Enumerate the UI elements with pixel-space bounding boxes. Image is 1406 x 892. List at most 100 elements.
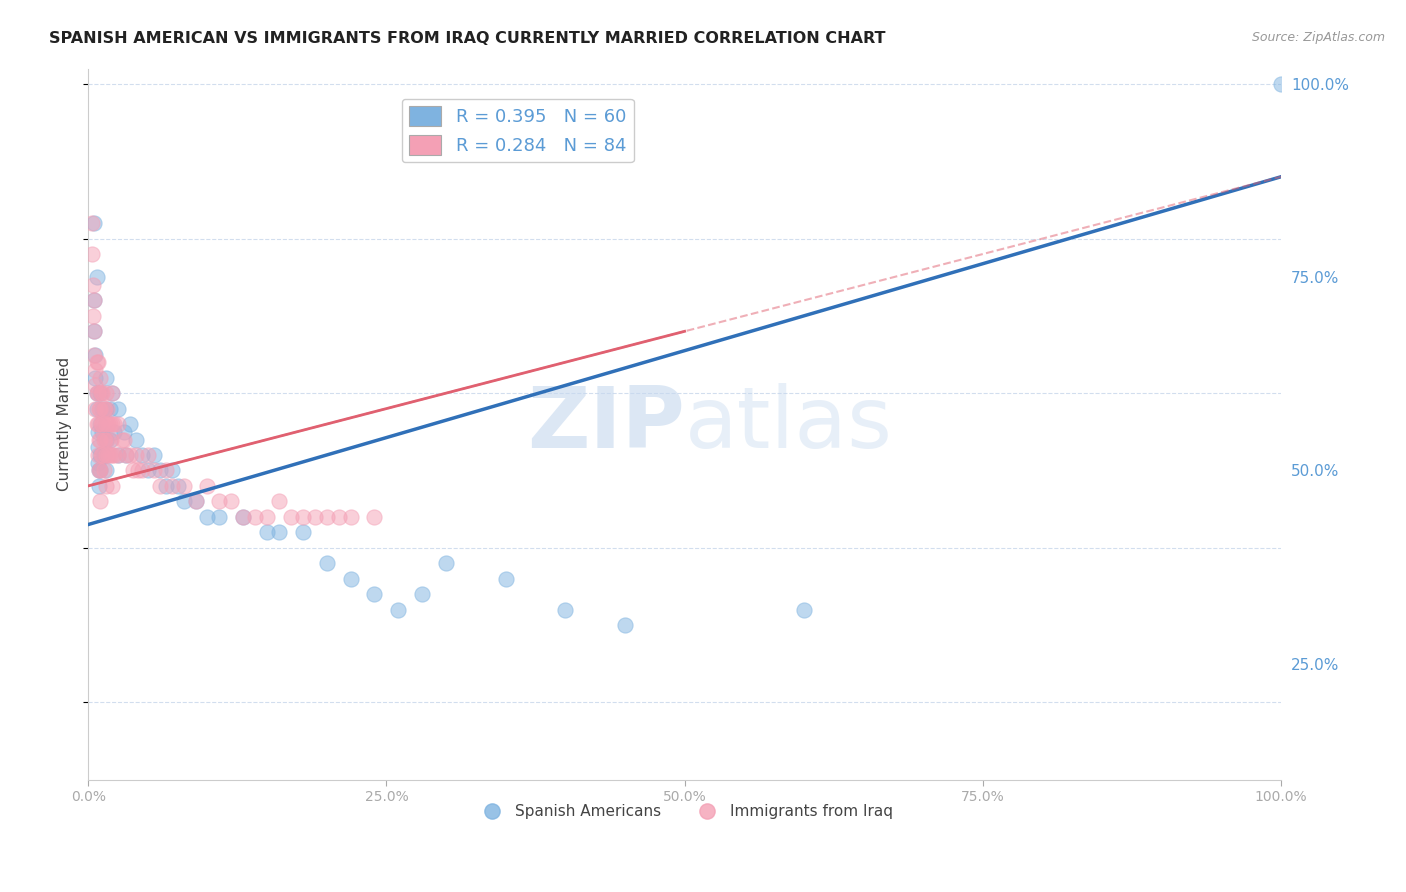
Point	[87, 479, 110, 493]
Point	[87, 433, 110, 447]
Point	[89, 448, 111, 462]
Legend: Spanish Americans, Immigrants from Iraq: Spanish Americans, Immigrants from Iraq	[471, 798, 898, 825]
Point	[86, 425, 108, 439]
Point	[94, 401, 117, 416]
Point	[87, 463, 110, 477]
Point	[89, 463, 111, 477]
Point	[256, 509, 278, 524]
Point	[90, 417, 112, 431]
Point	[82, 277, 104, 292]
Point	[101, 479, 124, 493]
Point	[94, 401, 117, 416]
Point	[89, 386, 111, 401]
Point	[166, 479, 188, 493]
Text: ZIP: ZIP	[527, 383, 685, 466]
Point	[131, 463, 153, 477]
Point	[91, 448, 114, 462]
Point	[90, 386, 112, 401]
Point	[160, 479, 183, 493]
Point	[112, 425, 135, 439]
Point	[84, 363, 107, 377]
Point	[363, 587, 385, 601]
Point	[142, 463, 165, 477]
Point	[107, 417, 129, 431]
Point	[89, 463, 111, 477]
Point	[232, 509, 254, 524]
Point	[267, 525, 290, 540]
Point	[103, 425, 125, 439]
Point	[86, 401, 108, 416]
Point	[315, 509, 337, 524]
Point	[86, 456, 108, 470]
Point	[86, 386, 108, 401]
Point	[94, 448, 117, 462]
Text: Source: ZipAtlas.com: Source: ZipAtlas.com	[1251, 31, 1385, 45]
Point	[93, 448, 115, 462]
Point	[80, 247, 103, 261]
Point	[84, 401, 107, 416]
Point	[91, 386, 114, 401]
Point	[83, 293, 105, 308]
Point	[94, 433, 117, 447]
Point	[339, 509, 361, 524]
Point	[89, 417, 111, 431]
Point	[84, 370, 107, 384]
Point	[115, 448, 138, 462]
Point	[149, 479, 172, 493]
Point	[127, 463, 149, 477]
Point	[267, 494, 290, 508]
Point	[83, 293, 105, 308]
Point	[84, 378, 107, 392]
Point	[83, 324, 105, 338]
Point	[554, 602, 576, 616]
Point	[221, 494, 243, 508]
Point	[89, 433, 111, 447]
Point	[328, 509, 350, 524]
Point	[112, 433, 135, 447]
Point	[280, 509, 302, 524]
Point	[86, 270, 108, 285]
Point	[136, 463, 159, 477]
Point	[90, 448, 112, 462]
Point	[173, 494, 195, 508]
Point	[101, 386, 124, 401]
Point	[304, 509, 326, 524]
Point	[107, 448, 129, 462]
Point	[110, 433, 132, 447]
Point	[94, 433, 117, 447]
Point	[96, 401, 118, 416]
Point	[103, 417, 125, 431]
Point	[495, 572, 517, 586]
Y-axis label: Currently Married: Currently Married	[58, 357, 72, 491]
Point	[86, 417, 108, 431]
Point	[97, 448, 120, 462]
Point	[155, 463, 177, 477]
Point	[94, 386, 117, 401]
Point	[197, 479, 219, 493]
Point	[184, 494, 207, 508]
Point	[339, 572, 361, 586]
Point	[94, 370, 117, 384]
Point	[94, 479, 117, 493]
Point	[98, 417, 121, 431]
Point	[363, 509, 385, 524]
Point	[80, 216, 103, 230]
Point	[197, 509, 219, 524]
Point	[86, 386, 108, 401]
Point	[160, 463, 183, 477]
Point	[155, 479, 177, 493]
Point	[94, 463, 117, 477]
Point	[98, 433, 121, 447]
Point	[101, 448, 124, 462]
Point	[91, 417, 114, 431]
Point	[101, 386, 124, 401]
Point	[87, 401, 110, 416]
Point	[614, 618, 637, 632]
Point	[434, 556, 457, 570]
Point	[93, 433, 115, 447]
Point	[86, 386, 108, 401]
Point	[93, 401, 115, 416]
Point	[83, 216, 105, 230]
Point	[107, 401, 129, 416]
Point	[387, 602, 409, 616]
